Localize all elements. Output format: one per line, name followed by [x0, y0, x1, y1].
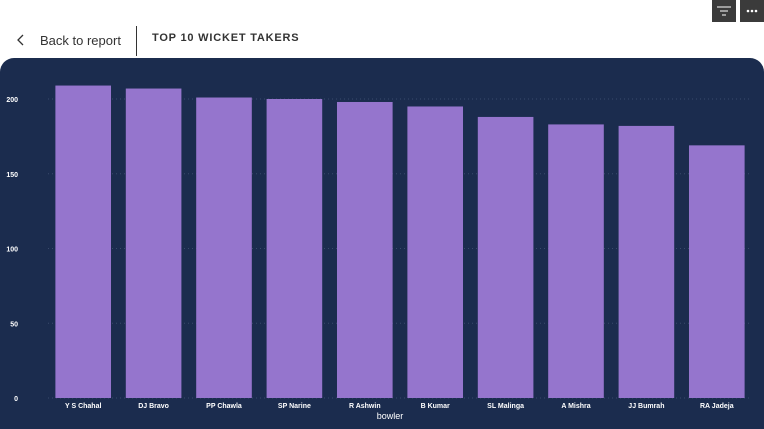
y-tick-label: 200: [6, 97, 18, 104]
y-tick-label: 0: [14, 396, 18, 403]
x-tick-label: JJ Bumrah: [628, 403, 664, 410]
bar: [477, 116, 534, 398]
bar: [618, 125, 675, 398]
y-tick-label: 100: [6, 247, 18, 254]
x-tick-label: DJ Bravo: [138, 403, 169, 410]
header: Back to report TOP 10 WICKET TAKERS: [0, 24, 764, 56]
chevron-left-icon: [17, 34, 24, 46]
back-to-report-link[interactable]: Back to report: [14, 33, 121, 48]
header-divider: [136, 26, 137, 56]
more-options-button[interactable]: [740, 0, 764, 22]
bar: [125, 88, 182, 398]
filter-lines-icon: [717, 6, 731, 16]
x-axis-title: bowler: [377, 411, 404, 421]
x-tick-label: B Kumar: [421, 403, 450, 410]
bar: [688, 145, 745, 398]
x-tick-label: A Mishra: [561, 403, 590, 410]
chart-panel: 0 50 100 150 200 Y S Chahal DJ Bravo PP Chawla S…: [0, 58, 764, 429]
x-tick-label: SP Narine: [278, 403, 311, 410]
y-tick-label: 150: [6, 172, 18, 179]
x-tick-label: SL Malinga: [487, 403, 524, 410]
x-tick-label: RA Jadeja: [700, 403, 734, 410]
bar: [336, 101, 393, 399]
x-tick-label: PP Chawla: [206, 403, 242, 410]
bar: [266, 99, 323, 398]
page-title: TOP 10 WICKET TAKERS: [152, 32, 300, 44]
x-tick-label: Y S Chahal: [65, 403, 101, 410]
x-tick-label: R Ashwin: [349, 403, 381, 410]
bar-chart: 0 50 100 150 200 Y S Chahal DJ Bravo PP Chawla S…: [6, 85, 752, 421]
more-options-icon: [746, 9, 758, 13]
y-tick-label: 50: [10, 321, 18, 328]
back-label: Back to report: [40, 32, 121, 48]
filter-button[interactable]: [712, 0, 736, 22]
bar: [196, 97, 252, 398]
bar: [55, 85, 112, 399]
bar: [548, 124, 604, 398]
bar: [407, 106, 464, 398]
